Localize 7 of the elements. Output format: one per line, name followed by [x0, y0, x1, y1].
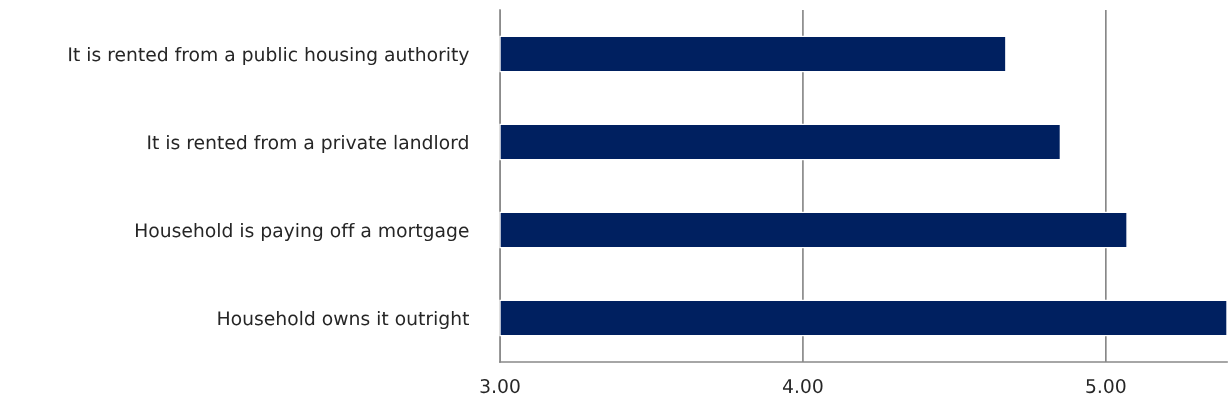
y-tick-label: Household owns it outright [218, 310, 469, 330]
y-tick-label: It is rented from a public housing authority [69, 46, 469, 66]
x-tick-label: 3.00 [480, 379, 520, 394]
x-tick-label: 4.00 [782, 379, 823, 394]
x-tick-label: 5.00 [1086, 379, 1126, 394]
y-tick-label: Household is paying off a mortgage [136, 222, 469, 242]
y-tick-label: It is rented from a private landlord [148, 134, 468, 154]
